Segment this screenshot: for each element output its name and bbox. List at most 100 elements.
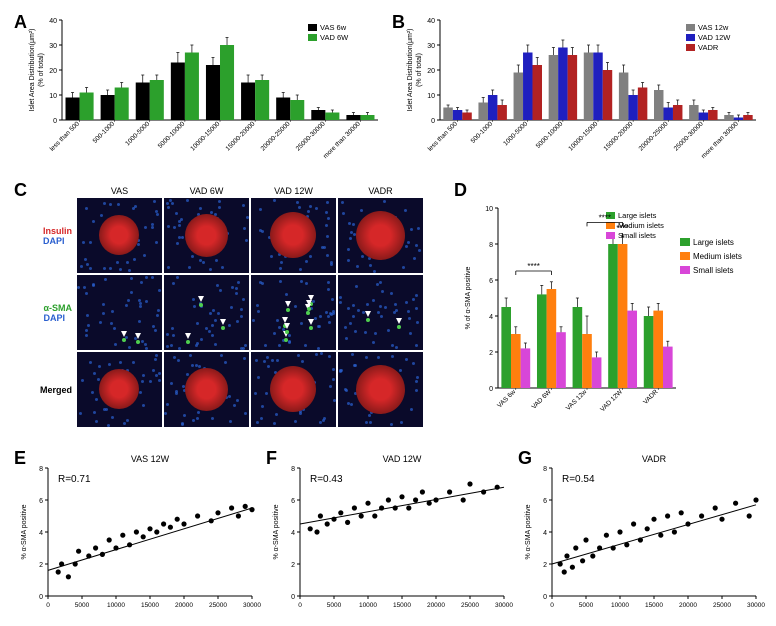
micrograph-cell: [251, 352, 336, 427]
svg-text:15000: 15000: [141, 602, 159, 609]
svg-text:Islet Area Distribution(μm²)(%: Islet Area Distribution(μm²)(% of total): [407, 29, 423, 112]
micrograph-cell: [77, 275, 162, 350]
panel-c-label: C: [14, 180, 27, 201]
svg-text:5000-10000: 5000-10000: [535, 120, 565, 150]
panel-e-label: E: [14, 448, 26, 469]
svg-text:10000-15000: 10000-15000: [567, 120, 599, 152]
svg-text:4: 4: [489, 314, 493, 321]
panel-a: A 010203040Islet Area Distribution(μm²)(…: [10, 10, 388, 170]
svg-text:VAS 6w: VAS 6w: [496, 388, 517, 409]
svg-text:Medium islets: Medium islets: [693, 252, 742, 261]
svg-text:30000: 30000: [243, 602, 261, 609]
svg-text:Large islets: Large islets: [693, 238, 734, 247]
svg-text:15000-20000: 15000-20000: [224, 120, 256, 152]
svg-text:8: 8: [39, 466, 43, 473]
svg-text:10000: 10000: [107, 602, 125, 609]
svg-text:less than 500: less than 500: [49, 120, 82, 153]
svg-text:2: 2: [39, 562, 43, 569]
svg-text:25000: 25000: [209, 602, 227, 609]
svg-text:10: 10: [427, 93, 435, 100]
svg-text:0: 0: [53, 118, 57, 125]
svg-text:25000: 25000: [461, 602, 479, 609]
svg-text:20000-25000: 20000-25000: [638, 120, 670, 152]
svg-text:% α-SMA positive: % α-SMA positive: [273, 504, 280, 559]
micrograph-row-label: Merged: [30, 352, 75, 427]
micrograph-col-label: VADR: [338, 178, 423, 196]
svg-text:R=0.43: R=0.43: [310, 474, 343, 485]
svg-text:6: 6: [291, 498, 295, 505]
svg-text:40: 40: [427, 18, 435, 25]
panel-d-chart: 0246810% of α-SMA positiveVAS 6wVAD 6WVA…: [450, 178, 766, 438]
svg-text:5000: 5000: [327, 602, 342, 609]
micrograph-col-label: VAD 6W: [164, 178, 249, 196]
panel-f-chart: 02468050001000015000200002500030000VAD 1…: [262, 446, 514, 616]
svg-text:6: 6: [489, 278, 493, 285]
svg-text:6: 6: [543, 498, 547, 505]
svg-text:R=0.54: R=0.54: [562, 474, 595, 485]
svg-text:VAD 12W: VAD 12W: [698, 33, 731, 42]
svg-text:8: 8: [489, 242, 493, 249]
svg-text:5000: 5000: [579, 602, 594, 609]
svg-text:VADR: VADR: [642, 454, 667, 464]
panel-a-chart: 010203040Islet Area Distribution(μm²)(% …: [10, 10, 388, 170]
svg-text:10000: 10000: [359, 602, 377, 609]
svg-text:VADR: VADR: [642, 388, 660, 406]
panel-g-chart: 02468050001000015000200002500030000VADR%…: [514, 446, 766, 616]
micrograph-col-label: VAD 12W: [251, 178, 336, 196]
svg-text:500-1000: 500-1000: [92, 120, 117, 145]
svg-text:1000-5000: 1000-5000: [124, 120, 151, 147]
svg-text:% of α-SMA positive: % of α-SMA positive: [465, 267, 472, 330]
svg-text:30: 30: [49, 43, 57, 50]
svg-text:VADR: VADR: [698, 43, 719, 52]
svg-text:VAD 12W: VAD 12W: [383, 454, 422, 464]
svg-text:VAD 6W: VAD 6W: [320, 33, 349, 42]
svg-text:VAS 6w: VAS 6w: [320, 23, 347, 32]
svg-text:4: 4: [291, 530, 295, 537]
svg-text:R=0.71: R=0.71: [58, 474, 91, 485]
svg-text:0: 0: [431, 118, 435, 125]
micrograph-row-label: InsulinDAPI: [30, 198, 75, 273]
micrograph-cell: [164, 275, 249, 350]
svg-text:% α-SMA positive: % α-SMA positive: [21, 504, 28, 559]
svg-text:25000-30000: 25000-30000: [673, 120, 705, 152]
svg-text:VAS 12W: VAS 12W: [131, 454, 170, 464]
svg-text:20: 20: [49, 68, 57, 75]
micrograph-cell: [251, 198, 336, 273]
svg-text:****: ****: [599, 213, 611, 222]
svg-text:0: 0: [291, 594, 295, 601]
svg-text:20: 20: [427, 68, 435, 75]
svg-text:2: 2: [543, 562, 547, 569]
panel-a-label: A: [14, 12, 27, 33]
svg-text:2: 2: [489, 350, 493, 357]
panel-e: E 02468050001000015000200002500030000VAS…: [10, 446, 262, 616]
svg-text:VAS 12w: VAS 12w: [698, 23, 729, 32]
svg-text:more than 30000: more than 30000: [700, 120, 740, 160]
micrograph-grid: VASVAD 6WVAD 12WVADRInsulinDAPIα-SMADAPI…: [30, 178, 450, 427]
svg-text:10: 10: [485, 206, 493, 213]
svg-text:****: ****: [616, 224, 628, 233]
svg-text:25000-30000: 25000-30000: [295, 120, 327, 152]
svg-text:20000: 20000: [679, 602, 697, 609]
svg-text:less than 500: less than 500: [427, 120, 460, 153]
svg-text:2: 2: [291, 562, 295, 569]
svg-text:4: 4: [543, 530, 547, 537]
svg-text:VAS 12w: VAS 12w: [565, 388, 589, 412]
svg-text:10000-15000: 10000-15000: [189, 120, 221, 152]
svg-text:40: 40: [49, 18, 57, 25]
svg-text:Small islets: Small islets: [693, 266, 733, 275]
svg-text:6: 6: [39, 498, 43, 505]
svg-text:Large islets: Large islets: [618, 211, 657, 220]
micrograph-cell: [77, 352, 162, 427]
micrograph-cell: [164, 352, 249, 427]
svg-text:10: 10: [49, 93, 57, 100]
svg-text:30: 30: [427, 43, 435, 50]
svg-text:0: 0: [298, 602, 302, 609]
svg-text:10000: 10000: [611, 602, 629, 609]
svg-text:5000: 5000: [75, 602, 90, 609]
svg-text:8: 8: [291, 466, 295, 473]
micrograph-cell: [338, 198, 423, 273]
svg-text:% α-SMA positive: % α-SMA positive: [525, 504, 532, 559]
svg-text:500-1000: 500-1000: [470, 120, 495, 145]
svg-text:8: 8: [543, 466, 547, 473]
svg-text:more than 30000: more than 30000: [322, 120, 362, 160]
